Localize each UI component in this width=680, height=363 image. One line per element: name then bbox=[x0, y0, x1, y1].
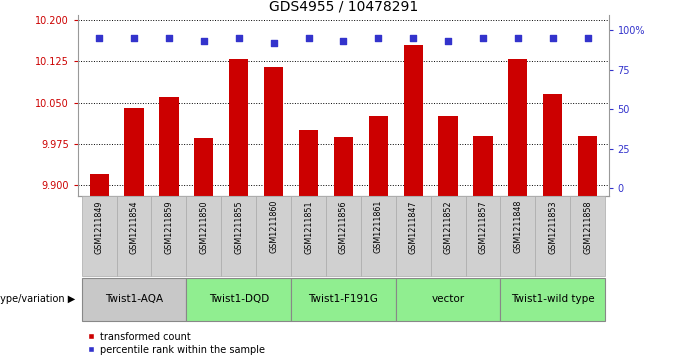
Point bbox=[199, 38, 209, 44]
Point bbox=[268, 40, 279, 46]
Bar bbox=[361, 196, 396, 276]
Text: GSM1211854: GSM1211854 bbox=[129, 200, 139, 253]
Text: GSM1211848: GSM1211848 bbox=[513, 200, 522, 253]
Bar bbox=[396, 278, 500, 321]
Point bbox=[94, 35, 105, 41]
Point bbox=[443, 38, 454, 44]
Point bbox=[408, 35, 419, 41]
Point bbox=[303, 35, 314, 41]
Point bbox=[338, 38, 349, 44]
Bar bbox=[369, 116, 388, 196]
Text: Twist1-wild type: Twist1-wild type bbox=[511, 294, 594, 305]
Bar bbox=[334, 136, 353, 196]
Text: Twist1-DQD: Twist1-DQD bbox=[209, 294, 269, 305]
Bar bbox=[90, 174, 109, 196]
Text: GSM1211861: GSM1211861 bbox=[374, 200, 383, 253]
Text: GSM1211853: GSM1211853 bbox=[548, 200, 558, 253]
Bar bbox=[124, 108, 143, 196]
Text: GSM1211855: GSM1211855 bbox=[234, 200, 243, 254]
Bar bbox=[159, 97, 179, 196]
Text: GSM1211857: GSM1211857 bbox=[479, 200, 488, 254]
Bar bbox=[291, 278, 396, 321]
Bar bbox=[194, 138, 214, 196]
Bar bbox=[404, 45, 423, 196]
Bar bbox=[291, 196, 326, 276]
Bar bbox=[578, 135, 597, 196]
Point bbox=[513, 35, 524, 41]
Bar bbox=[430, 196, 466, 276]
Bar bbox=[473, 135, 492, 196]
Bar bbox=[500, 278, 605, 321]
Text: vector: vector bbox=[432, 294, 464, 305]
Bar bbox=[439, 116, 458, 196]
Legend: transformed count, percentile rank within the sample: transformed count, percentile rank withi… bbox=[83, 328, 269, 359]
Bar bbox=[221, 196, 256, 276]
Bar bbox=[186, 196, 221, 276]
Text: GSM1211847: GSM1211847 bbox=[409, 200, 418, 253]
Point bbox=[233, 35, 244, 41]
Title: GDS4955 / 10478291: GDS4955 / 10478291 bbox=[269, 0, 418, 13]
Text: genotype/variation ▶: genotype/variation ▶ bbox=[0, 294, 75, 305]
Bar bbox=[82, 278, 186, 321]
Text: GSM1211851: GSM1211851 bbox=[304, 200, 313, 253]
Point bbox=[163, 35, 174, 41]
Bar bbox=[229, 58, 248, 196]
Point bbox=[582, 35, 593, 41]
Text: Twist1-AQA: Twist1-AQA bbox=[105, 294, 163, 305]
Text: GSM1211859: GSM1211859 bbox=[165, 200, 173, 254]
Text: GSM1211850: GSM1211850 bbox=[199, 200, 208, 253]
Point bbox=[373, 35, 384, 41]
Bar bbox=[500, 196, 535, 276]
Bar bbox=[256, 196, 291, 276]
Bar bbox=[571, 196, 605, 276]
Bar bbox=[543, 94, 562, 196]
Bar bbox=[186, 278, 291, 321]
Text: Twist1-F191G: Twist1-F191G bbox=[309, 294, 378, 305]
Bar bbox=[326, 196, 361, 276]
Bar bbox=[152, 196, 186, 276]
Bar bbox=[299, 130, 318, 196]
Bar bbox=[535, 196, 571, 276]
Text: GSM1211852: GSM1211852 bbox=[443, 200, 453, 254]
Bar bbox=[264, 67, 283, 196]
Bar bbox=[396, 196, 430, 276]
Text: GSM1211856: GSM1211856 bbox=[339, 200, 348, 253]
Text: GSM1211860: GSM1211860 bbox=[269, 200, 278, 253]
Point bbox=[477, 35, 488, 41]
Bar bbox=[466, 196, 500, 276]
Bar bbox=[82, 196, 116, 276]
Point bbox=[547, 35, 558, 41]
Point bbox=[129, 35, 139, 41]
Text: GSM1211858: GSM1211858 bbox=[583, 200, 592, 253]
Bar bbox=[116, 196, 152, 276]
Text: GSM1211849: GSM1211849 bbox=[95, 200, 103, 253]
Bar bbox=[508, 58, 528, 196]
